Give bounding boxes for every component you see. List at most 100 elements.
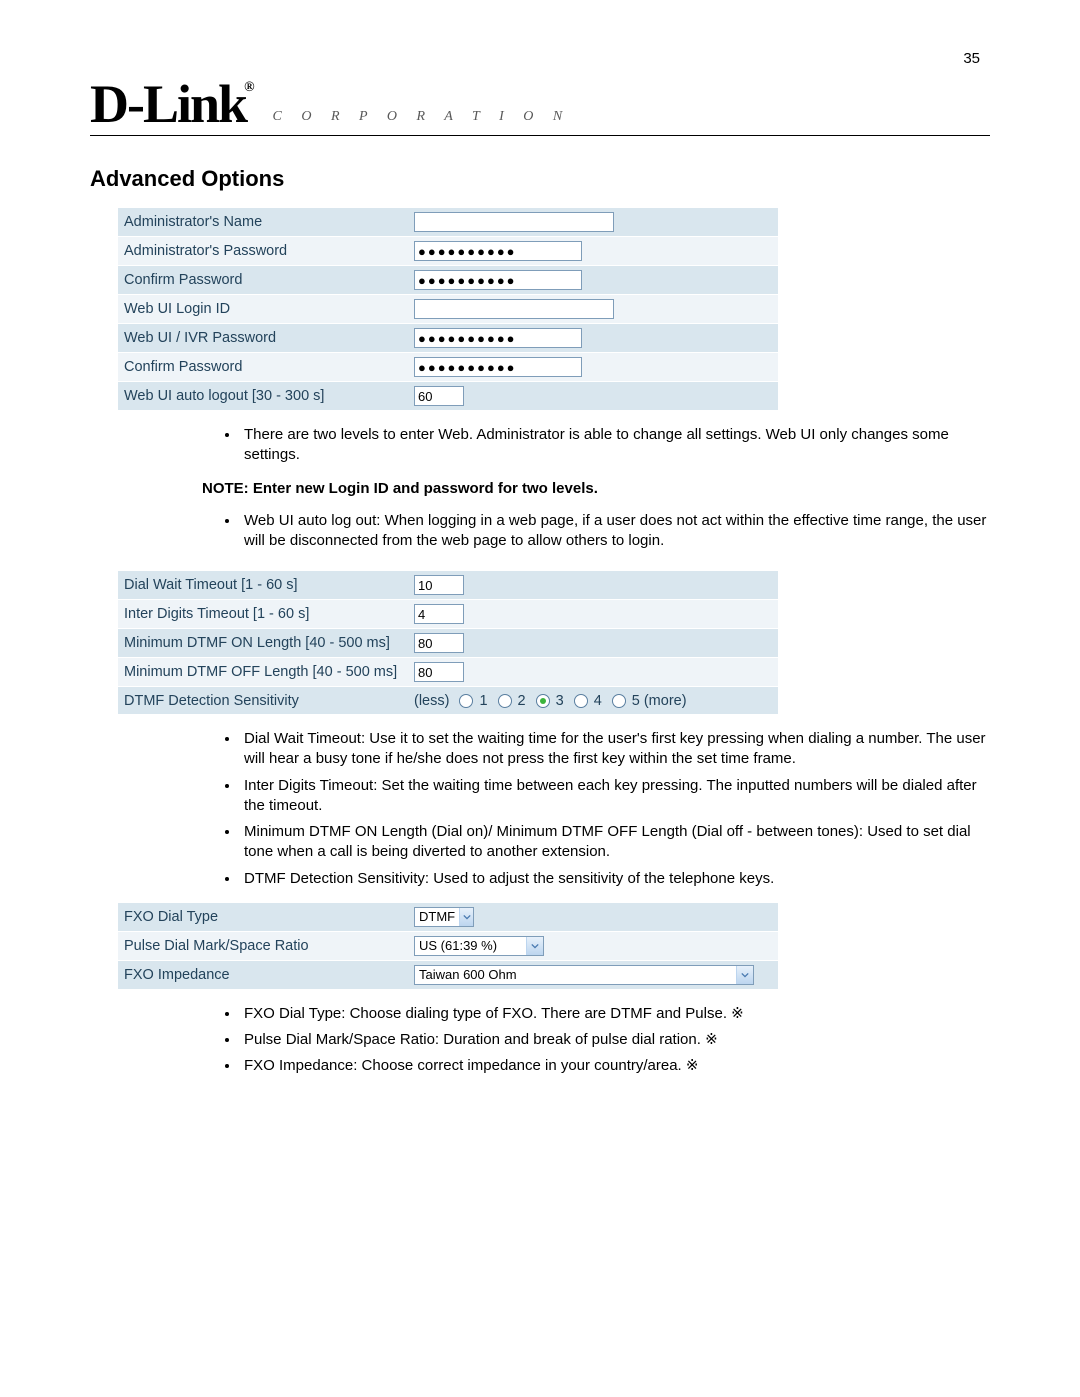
field-label: Confirm Password (118, 266, 408, 295)
list-item: FXO Impedance: Choose correct impedance … (240, 1056, 990, 1076)
list-item: Dial Wait Timeout: Use it to set the wai… (240, 729, 990, 770)
field-value-cell (408, 353, 778, 382)
chevron-down-icon[interactable] (736, 966, 753, 984)
field-label: DTMF Detection Sensitivity (118, 687, 408, 715)
radio-group: (less) 1 2 3 4 5 (more) (414, 693, 772, 709)
table-row: Web UI / IVR Password (118, 324, 778, 353)
radio-label: 1 (479, 693, 487, 709)
table-row: Minimum DTMF ON Length [40 - 500 ms] (118, 629, 778, 658)
autolog-bullets: Web UI auto log out: When logging in a w… (90, 511, 990, 552)
list-item: DTMF Detection Sensitivity: Used to adju… (240, 869, 990, 889)
radio-label: 2 (518, 693, 526, 709)
chevron-down-icon[interactable] (459, 908, 473, 926)
field-value-cell: DTMF (408, 903, 778, 932)
admin-credentials-table: Administrator's NameAdministrator's Pass… (118, 208, 778, 411)
select-value: Taiwan 600 Ohm (415, 966, 736, 984)
page-number: 35 (90, 50, 990, 67)
dtmf-table: Dial Wait Timeout [1 - 60 s]Inter Digits… (118, 571, 778, 715)
password-input[interactable] (414, 357, 582, 377)
field-label: Inter Digits Timeout [1 - 60 s] (118, 600, 408, 629)
less-label: (less) (414, 693, 449, 709)
table-row: Confirm Password (118, 266, 778, 295)
text-input[interactable] (414, 212, 614, 232)
more-label: (more) (644, 693, 687, 709)
number-input[interactable] (414, 386, 464, 406)
list-item: Minimum DTMF ON Length (Dial on)/ Minimu… (240, 822, 990, 863)
radio-label: 4 (594, 693, 602, 709)
table-row: DTMF Detection Sensitivity (less) 1 2 3 4 5 (m… (118, 687, 778, 715)
table-row: Administrator's Password (118, 237, 778, 266)
field-label: Confirm Password (118, 353, 408, 382)
field-value-cell (408, 600, 778, 629)
password-input[interactable] (414, 328, 582, 348)
field-label: Dial Wait Timeout [1 - 60 s] (118, 571, 408, 600)
field-value-cell: Taiwan 600 Ohm (408, 960, 778, 989)
radio-option[interactable] (574, 694, 588, 708)
table-row: Minimum DTMF OFF Length [40 - 500 ms] (118, 658, 778, 687)
field-label: Web UI auto logout [30 - 300 s] (118, 382, 408, 411)
number-input[interactable] (414, 662, 464, 682)
list-item: FXO Dial Type: Choose dialing type of FX… (240, 1004, 990, 1024)
field-value-cell (408, 237, 778, 266)
select-dropdown[interactable]: Taiwan 600 Ohm (414, 965, 754, 985)
brand-subtitle: C O R P O R A T I O N (273, 109, 571, 131)
field-value-cell (408, 658, 778, 687)
radio-option[interactable] (536, 694, 550, 708)
intro-bullets: There are two levels to enter Web. Admin… (90, 425, 990, 466)
brand-logo: D-Link® (90, 77, 255, 131)
field-value-cell (408, 571, 778, 600)
field-value-cell: US (61:39 %) (408, 931, 778, 960)
radio-option[interactable] (498, 694, 512, 708)
page: 35 D-Link® C O R P O R A T I O N Advance… (0, 0, 1080, 1151)
table-row: Administrator's Name (118, 208, 778, 237)
field-label: Minimum DTMF ON Length [40 - 500 ms] (118, 629, 408, 658)
field-label: Administrator's Name (118, 208, 408, 237)
field-label: Web UI / IVR Password (118, 324, 408, 353)
table-row: Web UI Login ID (118, 295, 778, 324)
select-value: US (61:39 %) (415, 937, 526, 955)
select-dropdown[interactable]: DTMF (414, 907, 474, 927)
number-input[interactable] (414, 575, 464, 595)
table-row: Dial Wait Timeout [1 - 60 s] (118, 571, 778, 600)
radio-option[interactable] (459, 694, 473, 708)
list-item: There are two levels to enter Web. Admin… (240, 425, 990, 466)
header: D-Link® C O R P O R A T I O N (90, 77, 990, 136)
table-row: FXO Dial Type DTMF (118, 903, 778, 932)
field-label: Pulse Dial Mark/Space Ratio (118, 931, 408, 960)
chevron-down-icon[interactable] (526, 937, 543, 955)
field-value-cell (408, 324, 778, 353)
section-title: Advanced Options (90, 166, 990, 192)
fxo-bullets: FXO Dial Type: Choose dialing type of FX… (90, 1004, 990, 1077)
note-text: NOTE: Enter new Login ID and password fo… (202, 480, 990, 497)
table-row: Web UI auto logout [30 - 300 s] (118, 382, 778, 411)
fxo-table: FXO Dial Type DTMF Pulse Dial Mark/Space R… (118, 903, 778, 990)
field-value-cell (408, 208, 778, 237)
text-input[interactable] (414, 299, 614, 319)
table-row: Inter Digits Timeout [1 - 60 s] (118, 600, 778, 629)
radio-label: 3 (556, 693, 564, 709)
field-label: FXO Dial Type (118, 903, 408, 932)
table-row: FXO Impedance Taiwan 600 Ohm (118, 960, 778, 989)
field-value-cell (408, 295, 778, 324)
field-label: FXO Impedance (118, 960, 408, 989)
password-input[interactable] (414, 241, 582, 261)
select-value: DTMF (415, 908, 459, 926)
field-label: Minimum DTMF OFF Length [40 - 500 ms] (118, 658, 408, 687)
field-value-cell (408, 629, 778, 658)
dtmf-bullets: Dial Wait Timeout: Use it to set the wai… (90, 729, 990, 889)
field-value-cell (408, 266, 778, 295)
password-input[interactable] (414, 270, 582, 290)
radio-label: 5 (632, 693, 640, 709)
table-row: Pulse Dial Mark/Space Ratio US (61:39 %) (118, 931, 778, 960)
list-item: Web UI auto log out: When logging in a w… (240, 511, 990, 552)
table-row: Confirm Password (118, 353, 778, 382)
list-item: Pulse Dial Mark/Space Ratio: Duration an… (240, 1030, 990, 1050)
number-input[interactable] (414, 604, 464, 624)
field-value-cell (408, 382, 778, 411)
list-item: Inter Digits Timeout: Set the waiting ti… (240, 776, 990, 817)
radio-option[interactable] (612, 694, 626, 708)
field-value-cell: (less) 1 2 3 4 5 (more) (408, 687, 778, 715)
number-input[interactable] (414, 633, 464, 653)
select-dropdown[interactable]: US (61:39 %) (414, 936, 544, 956)
field-label: Administrator's Password (118, 237, 408, 266)
